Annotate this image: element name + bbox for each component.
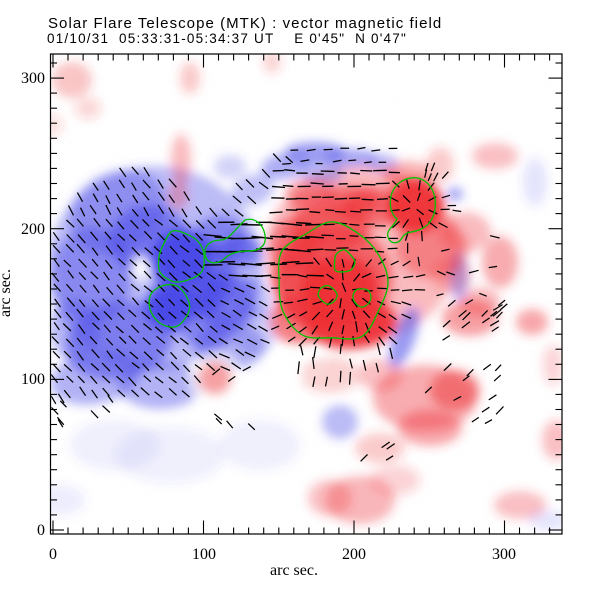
svg-text:Solar Flare Telescope (MTK) :: Solar Flare Telescope (MTK) : vector mag…	[48, 15, 442, 32]
svg-text:arc sec.: arc sec.	[270, 562, 318, 579]
svg-text:0: 0	[37, 522, 45, 539]
svg-text:100: 100	[192, 546, 216, 563]
svg-text:300: 300	[492, 546, 516, 563]
svg-text:100: 100	[21, 371, 45, 388]
svg-text:200: 200	[342, 546, 366, 563]
svg-text:0: 0	[49, 546, 57, 563]
svg-text:200: 200	[21, 221, 45, 238]
svg-text:arc sec.: arc sec.	[0, 269, 14, 317]
svg-text:01/10/31 05:33:31-05:34:37 UT: 01/10/31 05:33:31-05:34:37 UT E 0'45" N …	[47, 31, 407, 46]
svg-text:300: 300	[21, 70, 45, 87]
